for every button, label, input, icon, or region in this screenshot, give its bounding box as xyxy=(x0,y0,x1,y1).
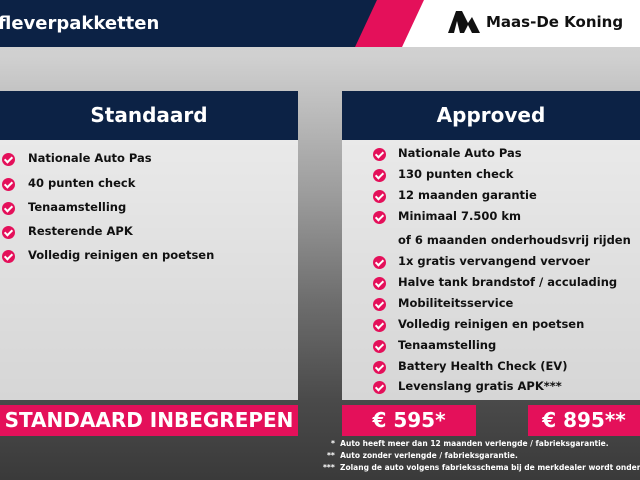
feature-item: 12 maanden garantie xyxy=(398,188,537,202)
check-icon xyxy=(373,298,386,311)
logo-icon xyxy=(448,11,480,33)
check-icon xyxy=(2,202,15,215)
check-icon xyxy=(373,148,386,161)
brand-logo: Maas-De Koning xyxy=(448,11,623,33)
check-icon xyxy=(2,250,15,263)
check-icon xyxy=(373,256,386,269)
footnote: ** Auto zonder verlengde / fabrieksgaran… xyxy=(327,451,518,460)
check-icon xyxy=(373,381,386,394)
feature-item: of 6 maanden onderhoudsvrij rijden xyxy=(398,233,631,247)
feature-item: Nationale Auto Pas xyxy=(398,146,522,160)
check-icon xyxy=(373,277,386,290)
feature-item: 40 punten check xyxy=(28,176,136,190)
feature-item: Nationale Auto Pas xyxy=(28,151,152,165)
approved-price-1: € 595* xyxy=(342,405,476,436)
check-icon xyxy=(373,169,386,182)
check-icon xyxy=(2,226,15,239)
check-icon xyxy=(373,190,386,203)
check-icon xyxy=(2,153,15,166)
approved-panel: Approved xyxy=(342,91,640,400)
standaard-title: Standaard xyxy=(0,91,298,140)
approved-price-2: € 895** xyxy=(528,405,640,436)
standaard-price: STANDAARD INBEGREPEN xyxy=(0,405,298,436)
feature-item: Battery Health Check (EV) xyxy=(398,359,568,373)
feature-item: Minimaal 7.500 km xyxy=(398,209,521,223)
feature-item: Mobiliteitsservice xyxy=(398,296,514,310)
feature-item: Tenaamstelling xyxy=(28,200,127,214)
feature-item: Levenslang gratis APK*** xyxy=(398,379,562,393)
feature-item: Halve tank brandstof / acculading xyxy=(398,275,618,289)
page-title: fleverpakketten xyxy=(0,13,160,34)
check-icon xyxy=(2,178,15,191)
feature-item: Resterende APK xyxy=(28,224,133,238)
feature-item: Volledig reinigen en poetsen xyxy=(28,248,215,262)
feature-item: 1x gratis vervangend vervoer xyxy=(398,254,591,268)
check-icon xyxy=(373,319,386,332)
approved-title: Approved xyxy=(342,91,640,140)
check-icon xyxy=(373,340,386,353)
header: fleverpakketten Maas-De Koning xyxy=(0,0,640,47)
footnote: *** Zolang de auto volgens fabrieksschem… xyxy=(323,463,640,472)
standaard-panel: Standaard xyxy=(0,91,298,400)
check-icon xyxy=(373,361,386,374)
feature-item: Volledig reinigen en poetsen xyxy=(398,317,585,331)
brand-name: Maas-De Koning xyxy=(486,13,624,31)
check-icon xyxy=(373,211,386,224)
feature-item: Tenaamstelling xyxy=(398,338,497,352)
feature-item: 130 punten check xyxy=(398,167,514,181)
footnote: * Auto heeft meer dan 12 maanden verleng… xyxy=(331,439,609,448)
